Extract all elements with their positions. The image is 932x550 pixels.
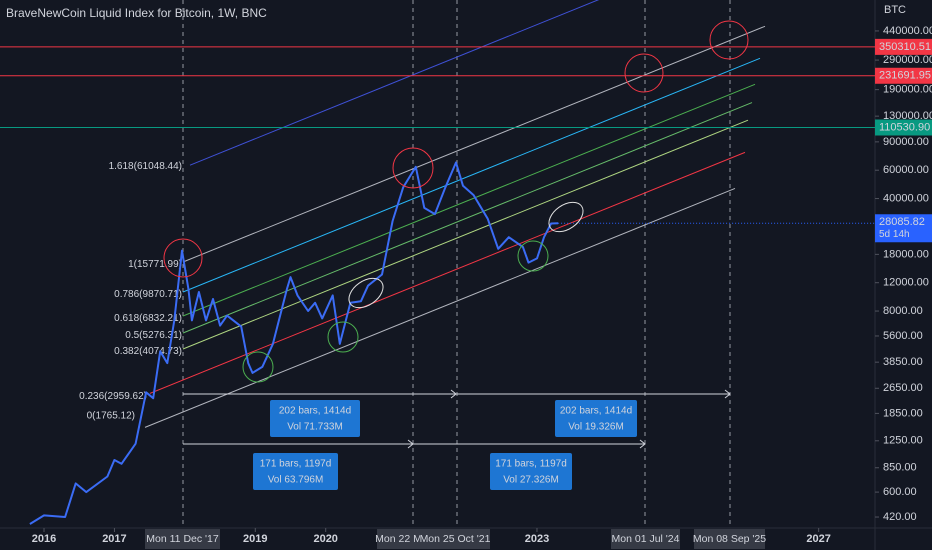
last-price-label: 28085.82 [879,216,925,228]
price-line [29,161,559,525]
fib-label: 1.618(61048.44) [109,161,182,172]
fib-label: 0.236(2959.62) [79,391,147,402]
measure-box [490,453,572,490]
measure-bars: 202 bars, 1414d [279,406,351,417]
measure-box [555,400,637,437]
measure-bars: 171 bars, 1197d [495,459,567,470]
level-tag [875,119,932,136]
y-tick-label: 420.00 [883,511,917,523]
date-label: Mon 25 Oct '21 [420,533,491,545]
measure-bars: 202 bars, 1414d [560,406,632,417]
fib-label: 0.618(6832.21) [114,313,182,324]
highlight-circle [517,240,549,272]
fib-line [182,102,753,334]
highlight-circle [163,238,203,278]
y-tick-label: 190000.00 [883,84,932,96]
highlight-circle [392,147,434,189]
date-tag [420,529,490,549]
y-tick-label: 440000.00 [883,25,932,37]
date-tag [611,529,680,549]
x-tick-label: 2023 [525,533,549,545]
date-label: Mon 08 Sep '25 [693,533,766,545]
y-tick-label: 60000.00 [883,164,929,176]
y-tick-label: 90000.00 [883,136,929,148]
fib-line [182,57,761,293]
highlight-circle [242,351,274,383]
fib-line [189,0,600,166]
highlight-circle [327,321,359,353]
arrow-head [639,439,646,449]
fib-line [144,187,736,428]
highlight-circle [624,53,664,93]
date-label: Mon 01 Jul '24 [612,533,680,545]
highlight-ellipse [348,277,384,309]
x-tick-label: 2019 [243,533,267,545]
y-tick-label: 2650.00 [883,382,923,394]
fib-line [149,151,746,394]
measure-box [270,400,360,437]
y-tick-label: 5600.00 [883,330,923,342]
y-tick-label: 18000.00 [883,248,929,260]
highlight-circle [709,20,749,60]
measure-bars: 171 bars, 1197d [260,459,332,470]
highlight-ellipse [548,201,584,233]
fib-label: 0.786(9870.71) [114,289,182,300]
x-tick-label: 2027 [806,533,830,545]
level-label: 110530.90 [879,121,930,133]
level-label: 350310.51 [879,41,931,53]
fib-line [182,25,766,263]
fib-label: 0(1765.12) [87,411,135,422]
measure-vol: Vol 71.733M [287,422,343,433]
date-tag [377,529,420,549]
fib-line [182,83,756,317]
fib-line [182,119,749,350]
fib-label: 0.382(4074.73) [114,346,182,357]
measure-box [253,453,338,490]
date-label: Mon 22 M [375,533,422,545]
y-tick-label: 12000.00 [883,277,929,289]
arrow-head [724,389,731,399]
chart-title: BraveNewCoin Liquid Index for Bitcoin, 1… [6,6,267,20]
y-tick-label: 1250.00 [883,435,923,447]
measure-vol: Vol 27.326M [503,475,559,486]
y-tick-label: 3850.00 [883,356,923,368]
date-tag [145,529,220,549]
measure-vol: Vol 19.326M [568,422,624,433]
y-tick-label: 40000.00 [883,192,929,204]
date-label: Mon 11 Dec '17 [146,533,219,545]
countdown: 5d 14h [879,229,910,240]
last-price-tag [875,214,932,243]
x-tick-label: 2016 [32,533,56,545]
level-tag [875,67,932,84]
date-tag [694,529,765,549]
y-tick-label: 130000.00 [883,110,932,122]
y-unit: BTC [884,4,906,16]
y-tick-label: 600.00 [883,486,917,498]
y-tick-label: 8000.00 [883,305,923,317]
plot-area: 1.618(61048.44) 1(15771.99) 0.786(9870.71)… [29,0,875,528]
y-tick-label: 850.00 [883,462,917,474]
x-tick-label: 2017 [102,533,126,545]
y-tick-label: 290000.00 [883,54,932,66]
level-label: 231691.95 [879,70,931,82]
level-tag [875,38,932,55]
fib-label: 0.5(5276.31) [125,330,182,341]
x-tick-label: 2020 [313,533,337,545]
y-tick-label: 1850.00 [883,407,923,419]
measure-vol: Vol 63.796M [268,475,324,486]
fib-label: 1(15771.99) [128,259,182,270]
